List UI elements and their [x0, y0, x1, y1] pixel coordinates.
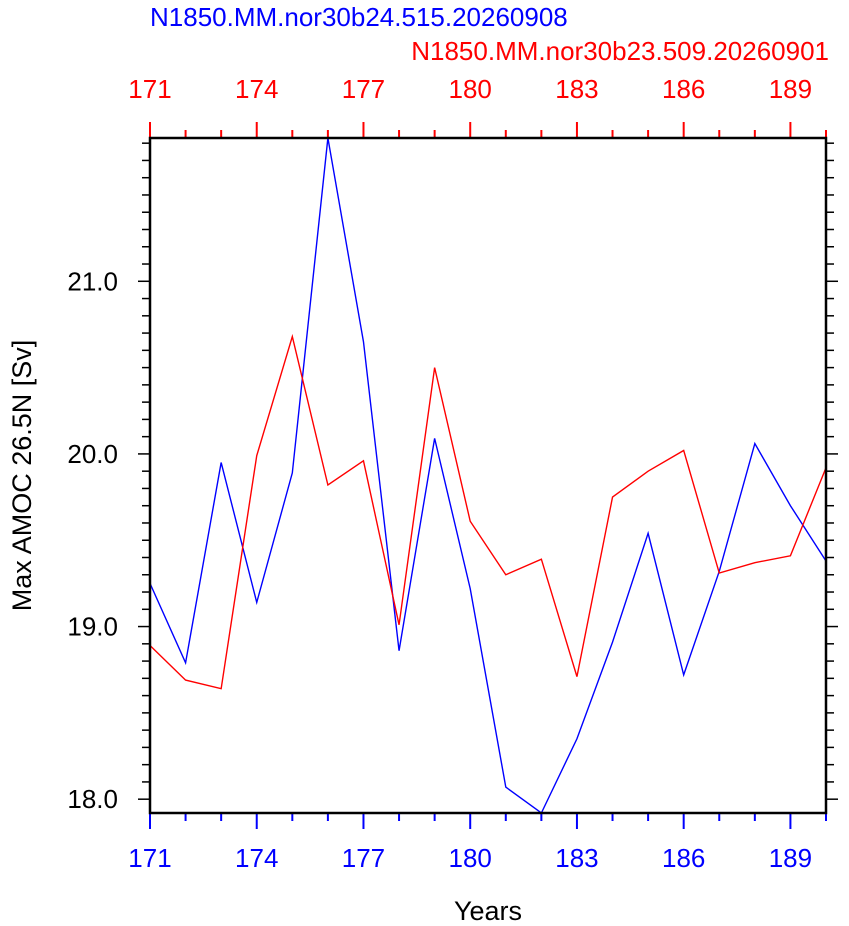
- y-tick-label: 21.0: [67, 266, 118, 296]
- x-tick-label-bottom: 180: [449, 843, 492, 873]
- x-tick-label-bottom: 186: [662, 843, 705, 873]
- x-tick-label-bottom: 177: [342, 843, 385, 873]
- axis-ticks: [138, 122, 838, 829]
- x-tick-label-top: 171: [128, 74, 171, 104]
- plot-frame: [148, 136, 828, 815]
- series-lines: [149, 137, 827, 815]
- series-line-red: [149, 333, 827, 690]
- x-tick-label-top: 189: [769, 74, 812, 104]
- y-tick-label: 20.0: [67, 439, 118, 469]
- x-axis-title: Years: [454, 896, 522, 926]
- x-tick-label-top: 177: [342, 74, 385, 104]
- x-tick-label-bottom: 183: [555, 843, 598, 873]
- series-line-blue: [149, 137, 827, 815]
- red-series-title: N1850.MM.nor30b23.509.20260901: [411, 36, 829, 66]
- x-tick-label-bottom: 171: [128, 843, 171, 873]
- x-tick-label-top: 186: [662, 74, 705, 104]
- x-tick-label-top: 180: [449, 74, 492, 104]
- blue-series-title: N1850.MM.nor30b24.515.20260908: [150, 2, 568, 32]
- tick-labels: 171 171 174 174 177 177 180 180 183 183 186 186 189 1…: [67, 74, 812, 873]
- y-tick-label: 19.0: [67, 612, 118, 642]
- y-tick-label: 18.0: [67, 784, 118, 814]
- x-tick-label-top: 174: [235, 74, 278, 104]
- y-axis-title: Max AMOC 26.5N [Sv]: [7, 340, 37, 612]
- x-tick-label-bottom: 174: [235, 843, 278, 873]
- x-tick-label-top: 183: [555, 74, 598, 104]
- x-tick-label-bottom: 189: [769, 843, 812, 873]
